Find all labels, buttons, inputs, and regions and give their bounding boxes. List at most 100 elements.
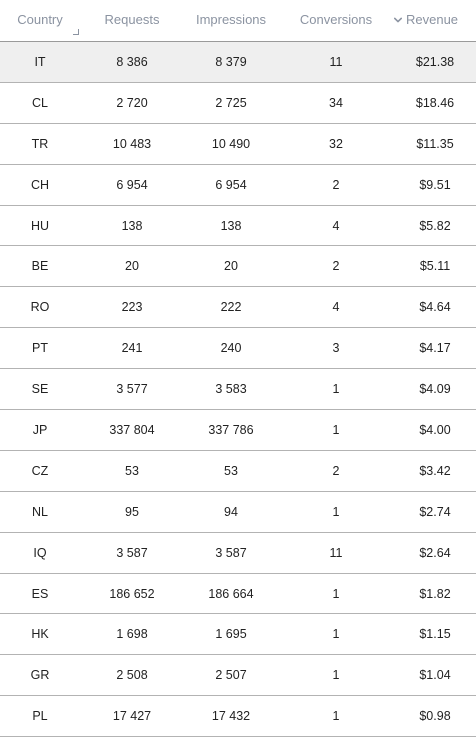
cell-requests: 337 804 bbox=[109, 422, 155, 437]
cell-requests: 241 bbox=[121, 341, 143, 356]
cell-impressions: 53 bbox=[224, 463, 238, 478]
table-row[interactable]: GR 2 508 2 507 1 $1.04 bbox=[0, 655, 476, 697]
cell-revenue: $11.35 bbox=[416, 136, 454, 151]
cell-requests: 3 577 bbox=[116, 382, 148, 397]
chevron-down-icon bbox=[394, 17, 402, 23]
cell-requests: 2 508 bbox=[116, 668, 148, 683]
revenue-header-label: Revenue bbox=[406, 12, 459, 28]
cell-revenue: $3.42 bbox=[419, 463, 451, 478]
column-header-revenue[interactable]: Revenue bbox=[394, 12, 476, 30]
cell-revenue: $5.11 bbox=[419, 259, 451, 274]
table-row[interactable]: SE 3 577 3 583 1 $4.09 bbox=[0, 369, 476, 411]
cell-conversions: 1 bbox=[332, 709, 340, 724]
cell-revenue: $4.09 bbox=[419, 382, 451, 397]
table-row[interactable]: CL 2 720 2 725 34 $18.46 bbox=[0, 83, 476, 124]
cell-country: SE bbox=[31, 382, 49, 397]
cell-conversions: 32 bbox=[329, 136, 343, 151]
table-row[interactable]: BE 20 20 2 $5.11 bbox=[0, 246, 476, 288]
cell-country: CZ bbox=[31, 463, 49, 478]
cell-country: HU bbox=[30, 218, 50, 233]
cell-country: RO bbox=[30, 300, 50, 315]
table-row[interactable]: RO 223 222 4 $4.64 bbox=[0, 287, 476, 329]
table-row[interactable]: HU 138 138 4 $5.82 bbox=[0, 206, 476, 247]
cell-requests: 17 427 bbox=[112, 709, 152, 724]
table-row[interactable]: TR 10 483 10 490 32 $11.35 bbox=[0, 124, 476, 165]
table-row[interactable]: HK 1 698 1 695 1 $1.15 bbox=[0, 614, 476, 656]
cell-impressions: 337 786 bbox=[208, 422, 254, 437]
cell-conversions: 3 bbox=[332, 341, 340, 356]
cell-revenue: $4.00 bbox=[419, 422, 451, 437]
cell-country: PL bbox=[32, 709, 48, 724]
cell-impressions: 138 bbox=[220, 218, 242, 233]
cell-impressions: 8 379 bbox=[215, 54, 247, 69]
cell-revenue: $2.64 bbox=[419, 545, 451, 560]
table-row[interactable]: IT 8 386 8 379 11 $21.38 bbox=[0, 42, 476, 83]
column-header-conversions[interactable]: Conversions bbox=[299, 12, 373, 27]
cell-impressions: 3 583 bbox=[215, 382, 247, 397]
cell-impressions: 186 664 bbox=[208, 586, 254, 601]
table-body: IT 8 386 8 379 11 $21.38 CL 2 720 2 725 34 $18.46… bbox=[0, 42, 476, 738]
cell-country: HK bbox=[31, 627, 49, 642]
table-row[interactable]: ES 186 652 186 664 1 $1.82 bbox=[0, 574, 476, 615]
table-header: Country Requests Impressions Conversions… bbox=[0, 0, 476, 42]
cell-conversions: 1 bbox=[332, 627, 340, 642]
table-row[interactable]: CZ 53 53 2 $3.42 bbox=[0, 451, 476, 492]
cell-conversions: 1 bbox=[332, 668, 340, 683]
cell-requests: 53 bbox=[125, 463, 139, 478]
cell-conversions: 11 bbox=[329, 545, 343, 560]
cell-impressions: 17 432 bbox=[211, 709, 251, 724]
cell-requests: 95 bbox=[125, 504, 139, 519]
cell-impressions: 3 587 bbox=[215, 545, 247, 560]
cell-requests: 138 bbox=[121, 218, 143, 233]
table-row[interactable]: IQ 3 587 3 587 11 $2.64 bbox=[0, 533, 476, 574]
cell-impressions: 2 725 bbox=[215, 95, 247, 110]
cell-revenue: $0.98 bbox=[419, 709, 451, 724]
cell-country: PT bbox=[32, 341, 48, 356]
cell-requests: 3 587 bbox=[116, 545, 148, 560]
column-header-requests[interactable]: Requests bbox=[104, 12, 160, 27]
table-row[interactable]: PT 241 240 3 $4.17 bbox=[0, 328, 476, 370]
cell-conversions: 2 bbox=[332, 259, 340, 274]
table-row[interactable]: PL 17 427 17 432 1 $0.98 bbox=[0, 696, 476, 738]
cell-requests: 6 954 bbox=[116, 177, 148, 192]
cell-revenue: $1.15 bbox=[419, 627, 451, 642]
cell-requests: 20 bbox=[125, 259, 139, 274]
cell-revenue: $9.51 bbox=[419, 177, 451, 192]
cell-requests: 2 720 bbox=[116, 95, 148, 110]
cell-impressions: 1 695 bbox=[215, 627, 247, 642]
cell-impressions: 6 954 bbox=[215, 177, 247, 192]
cell-revenue: $4.64 bbox=[419, 300, 451, 315]
cell-country: JP bbox=[32, 422, 48, 437]
cell-impressions: 94 bbox=[224, 504, 238, 519]
cell-requests: 223 bbox=[121, 300, 143, 315]
cell-conversions: 2 bbox=[332, 463, 340, 478]
cell-country: ES bbox=[31, 586, 49, 601]
cell-revenue: $4.17 bbox=[419, 341, 451, 356]
cell-country: GR bbox=[30, 668, 50, 683]
cell-country: IT bbox=[34, 54, 46, 69]
table-row[interactable]: CH 6 954 6 954 2 $9.51 bbox=[0, 165, 476, 206]
cell-conversions: 34 bbox=[329, 95, 343, 110]
cell-requests: 8 386 bbox=[116, 54, 148, 69]
cell-revenue: $5.82 bbox=[419, 218, 451, 233]
cell-impressions: 222 bbox=[220, 300, 242, 315]
cell-requests: 10 483 bbox=[112, 136, 152, 151]
cell-requests: 1 698 bbox=[116, 627, 148, 642]
cell-conversions: 2 bbox=[332, 177, 340, 192]
table-row[interactable]: JP 337 804 337 786 1 $4.00 bbox=[0, 410, 476, 451]
cell-conversions: 1 bbox=[332, 504, 340, 519]
cell-conversions: 1 bbox=[332, 422, 340, 437]
cell-revenue: $1.04 bbox=[419, 668, 451, 683]
column-header-impressions[interactable]: Impressions bbox=[195, 12, 267, 27]
cell-impressions: 20 bbox=[224, 259, 238, 274]
cell-conversions: 4 bbox=[332, 300, 340, 315]
cell-revenue: $21.38 bbox=[415, 54, 455, 69]
column-resize-handle[interactable] bbox=[73, 29, 79, 35]
cell-conversions: 11 bbox=[329, 54, 343, 69]
cell-revenue: $1.82 bbox=[419, 586, 451, 601]
cell-impressions: 10 490 bbox=[211, 136, 251, 151]
cell-conversions: 1 bbox=[332, 586, 340, 601]
table-row[interactable]: NL 95 94 1 $2.74 bbox=[0, 492, 476, 533]
column-header-country[interactable]: Country bbox=[17, 12, 63, 27]
